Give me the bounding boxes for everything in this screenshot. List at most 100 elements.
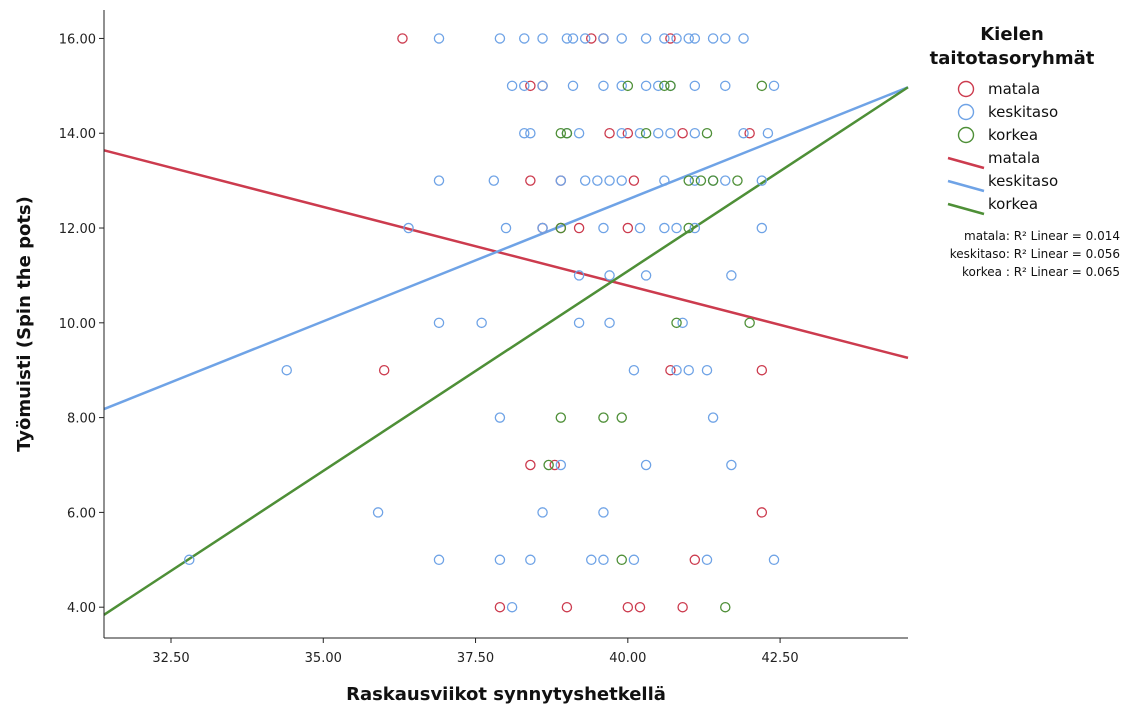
legend-line-keskitaso bbox=[947, 179, 985, 193]
y-tick-label: 4.00 bbox=[67, 601, 96, 616]
point-korkea bbox=[683, 175, 694, 186]
point-keskitaso bbox=[573, 270, 585, 281]
point-keskitaso bbox=[720, 80, 731, 92]
point-keskitaso bbox=[768, 554, 780, 566]
point-matala bbox=[634, 601, 646, 613]
point-keskitaso bbox=[598, 554, 609, 566]
point-matala bbox=[744, 127, 755, 139]
legend-line-korkea bbox=[947, 202, 985, 216]
point-matala bbox=[622, 127, 634, 139]
point-keskitaso bbox=[659, 175, 670, 186]
point-keskitaso bbox=[586, 554, 597, 566]
point-keskitaso bbox=[579, 175, 591, 186]
point-keskitaso bbox=[537, 507, 548, 518]
point-keskitaso bbox=[537, 33, 548, 44]
point-keskitaso bbox=[561, 33, 573, 44]
fit-line-korkea bbox=[103, 86, 909, 616]
legend: Kielen taitotasoryhmät matala keskitaso ko… bbox=[930, 24, 1120, 279]
point-korkea bbox=[555, 127, 567, 139]
point-keskitaso bbox=[738, 127, 749, 139]
legend-label-matala: matala bbox=[988, 80, 1040, 98]
point-keskitaso bbox=[433, 33, 445, 44]
point-matala bbox=[525, 175, 536, 186]
point-matala bbox=[561, 601, 573, 613]
point-keskitaso bbox=[519, 33, 530, 44]
point-keskitaso bbox=[640, 459, 652, 471]
point-keskitaso bbox=[184, 554, 195, 566]
point-keskitaso bbox=[677, 317, 688, 329]
point-korkea bbox=[640, 127, 652, 139]
point-korkea bbox=[561, 127, 573, 139]
point-keskitaso bbox=[640, 80, 652, 92]
point-korkea bbox=[616, 554, 627, 566]
r2-label-korkea: korkea : R² Linear = 0.065 bbox=[962, 265, 1120, 279]
point-korkea bbox=[622, 80, 634, 92]
point-keskitaso bbox=[683, 364, 694, 376]
point-keskitaso bbox=[525, 127, 536, 139]
point-korkea bbox=[707, 175, 719, 186]
point-keskitaso bbox=[372, 507, 384, 518]
point-keskitaso bbox=[738, 33, 749, 44]
point-keskitaso bbox=[671, 33, 682, 44]
point-korkea bbox=[732, 175, 743, 186]
point-keskitaso bbox=[281, 364, 292, 376]
x-tick-label: 35.00 bbox=[305, 651, 342, 666]
y-tick-label: 10.00 bbox=[59, 317, 96, 332]
point-keskitaso bbox=[720, 175, 731, 186]
point-keskitaso bbox=[683, 33, 694, 44]
point-keskitaso bbox=[573, 127, 585, 139]
point-korkea bbox=[701, 127, 713, 139]
point-korkea bbox=[665, 80, 676, 92]
r2-label-matala: matala: R² Linear = 0.014 bbox=[964, 229, 1120, 243]
y-tick-label: 14.00 bbox=[59, 127, 96, 142]
point-keskitaso bbox=[616, 175, 627, 186]
point-keskitaso bbox=[433, 175, 445, 186]
point-keskitaso bbox=[653, 80, 664, 92]
y-axis-title: Työmuisti (Spin the pots) bbox=[14, 196, 35, 452]
point-keskitaso bbox=[604, 175, 615, 186]
point-keskitaso bbox=[671, 364, 682, 376]
point-korkea bbox=[543, 459, 554, 471]
point-keskitaso bbox=[506, 601, 518, 613]
point-korkea bbox=[683, 222, 694, 234]
point-keskitaso bbox=[555, 459, 567, 471]
point-keskitaso bbox=[579, 33, 591, 44]
x-axis-title: Raskausviikot synnytyshetkellä bbox=[346, 684, 666, 705]
point-keskitaso bbox=[616, 33, 627, 44]
point-matala bbox=[665, 364, 676, 376]
point-keskitaso bbox=[689, 127, 701, 139]
point-keskitaso bbox=[640, 33, 652, 44]
point-keskitaso bbox=[537, 222, 548, 234]
point-keskitaso bbox=[726, 270, 737, 281]
point-keskitaso bbox=[433, 554, 445, 566]
legend-title-line-1: Kielen bbox=[980, 24, 1044, 45]
y-tick-label: 8.00 bbox=[67, 412, 96, 427]
point-korkea bbox=[555, 412, 567, 423]
point-korkea bbox=[671, 317, 682, 329]
point-keskitaso bbox=[689, 175, 701, 186]
point-matala bbox=[494, 601, 506, 613]
point-keskitaso bbox=[598, 33, 609, 44]
point-keskitaso bbox=[701, 554, 713, 566]
legend-line-label-keskitaso: keskitaso bbox=[988, 172, 1058, 190]
point-matala bbox=[756, 507, 768, 518]
y-tick-label: 6.00 bbox=[67, 506, 96, 521]
point-keskitaso bbox=[525, 554, 536, 566]
point-matala bbox=[689, 554, 701, 566]
point-keskitaso bbox=[500, 222, 512, 234]
point-matala bbox=[622, 222, 634, 234]
x-tick-label: 32.50 bbox=[152, 651, 189, 666]
point-matala bbox=[586, 33, 597, 44]
legend-line-label-matala: matala bbox=[988, 149, 1040, 167]
point-matala bbox=[549, 459, 560, 471]
point-keskitaso bbox=[689, 80, 701, 92]
point-keskitaso bbox=[756, 222, 768, 234]
y-tick-label: 16.00 bbox=[59, 32, 96, 47]
point-matala bbox=[397, 33, 408, 44]
point-keskitaso bbox=[433, 317, 445, 329]
point-korkea bbox=[555, 222, 567, 234]
r2-label-keskitaso: keskitaso: R² Linear = 0.056 bbox=[950, 247, 1120, 261]
point-keskitaso bbox=[506, 80, 518, 92]
point-keskitaso bbox=[634, 127, 646, 139]
